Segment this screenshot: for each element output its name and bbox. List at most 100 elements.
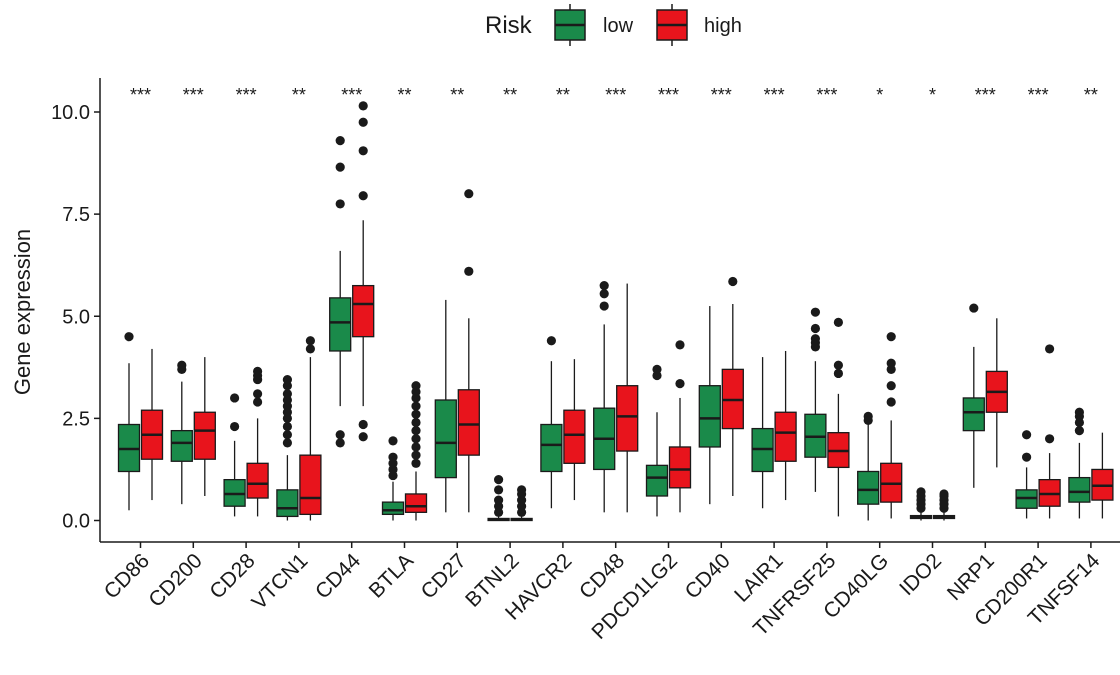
box-low-tnfsf14 (1068, 407, 1091, 519)
outlier-point (411, 426, 421, 436)
legend-key-low (554, 4, 586, 46)
outlier-point (335, 135, 345, 146)
outlier-point (358, 146, 368, 156)
x-tick-label: IDO2 (895, 549, 946, 600)
y-tick-label: 7.5 (62, 204, 90, 226)
box-low-nrp1 (962, 303, 985, 488)
box-body (857, 470, 880, 505)
box-low-cd44 (329, 135, 352, 448)
box-low-lair1 (751, 357, 774, 509)
outlier-point (253, 397, 263, 407)
box-low-pdcd1lg2 (645, 364, 669, 517)
y-axis-label: Gene expression (10, 229, 35, 395)
outlier-point (1022, 430, 1032, 440)
box-high-cd44 (352, 101, 375, 442)
legend-key-high (656, 4, 688, 46)
significance-label: *** (341, 85, 362, 105)
significance-label: ** (292, 85, 306, 105)
box-high-nrp1 (985, 318, 1008, 468)
box-high-lair1 (774, 350, 797, 501)
box-body (434, 399, 457, 479)
outlier-point (388, 436, 398, 446)
legend-label-high: high (704, 15, 742, 37)
box-low-cd40 (698, 306, 721, 505)
outlier-point (358, 101, 368, 111)
box-body (616, 385, 639, 452)
outlier-point (810, 307, 821, 317)
significance-label: *** (130, 85, 151, 105)
box-high-cd28 (246, 366, 269, 517)
outlier-point (833, 368, 844, 379)
outlier-point (411, 442, 421, 452)
outlier-point (810, 334, 821, 344)
legend: Risk low high (485, 4, 742, 46)
box-body (540, 423, 563, 473)
x-tick-label: CD200 (144, 549, 206, 611)
significance-label: *** (605, 85, 626, 105)
box-body (962, 397, 985, 432)
legend-label-low: low (603, 15, 634, 37)
box-high-btnl2 (510, 485, 533, 522)
outlier-point (1074, 426, 1084, 436)
outlier-point (1045, 434, 1055, 444)
box-body (352, 284, 375, 338)
box-high-cd86 (140, 348, 164, 501)
outlier-point (282, 389, 292, 399)
significance-label: *** (183, 85, 204, 105)
box-high-ido2 (932, 489, 956, 521)
outlier-point (464, 266, 474, 276)
box-high-cd200 (193, 357, 216, 496)
box-high-cd48 (616, 283, 639, 513)
box-low-havcr2 (540, 336, 563, 509)
outlier-point (388, 452, 398, 462)
significance-label: * (929, 85, 936, 105)
box-low-cd27 (434, 299, 457, 513)
outlier-point (411, 417, 421, 428)
x-tick-label: VTCN1 (247, 549, 312, 614)
outlier-point (494, 475, 504, 485)
significance-label: ** (556, 85, 570, 105)
y-tick-label: 10.0 (51, 102, 90, 124)
x-tick-label: CD44 (311, 549, 365, 603)
box-body (774, 411, 797, 462)
x-tick-label: CD40 (681, 549, 735, 603)
outlier-point (886, 381, 896, 391)
box-body (246, 462, 269, 499)
outlier-point (305, 344, 315, 354)
box-body (381, 501, 405, 516)
outlier-point (546, 336, 557, 346)
legend-title: Risk (485, 12, 533, 39)
outlier-point (464, 189, 474, 199)
outlier-point (177, 360, 187, 370)
outlier-point (652, 364, 662, 374)
box-body (299, 454, 322, 516)
box-low-cd48 (593, 281, 616, 513)
outlier-point (939, 489, 949, 499)
box-high-pdcd1lg2 (668, 340, 692, 513)
outlier-point (494, 495, 504, 505)
outlier-point (810, 323, 821, 334)
outlier-point (675, 340, 685, 350)
outlier-point (886, 358, 896, 368)
outlier-point (675, 379, 685, 389)
outlier-point (833, 317, 844, 327)
y-tick-label: 5.0 (62, 306, 90, 328)
outlier-point (358, 419, 368, 430)
outlier-point (282, 421, 292, 432)
significance-label: * (876, 85, 883, 105)
significance-label: ** (503, 85, 517, 105)
outlier-point (1074, 407, 1084, 417)
outlier-point (335, 438, 345, 448)
significance-label: *** (816, 85, 837, 105)
box-high-cd27 (457, 189, 480, 513)
outlier-point (230, 393, 240, 403)
box-high-vtcn1 (299, 336, 322, 521)
outlier-point (230, 421, 240, 432)
significance-label: *** (975, 85, 996, 105)
outlier-point (411, 450, 421, 460)
outlier-point (411, 409, 421, 419)
significance-label: ** (397, 85, 411, 105)
outlier-point (411, 434, 421, 444)
significance-label: *** (1028, 85, 1049, 105)
box-body (698, 385, 721, 448)
